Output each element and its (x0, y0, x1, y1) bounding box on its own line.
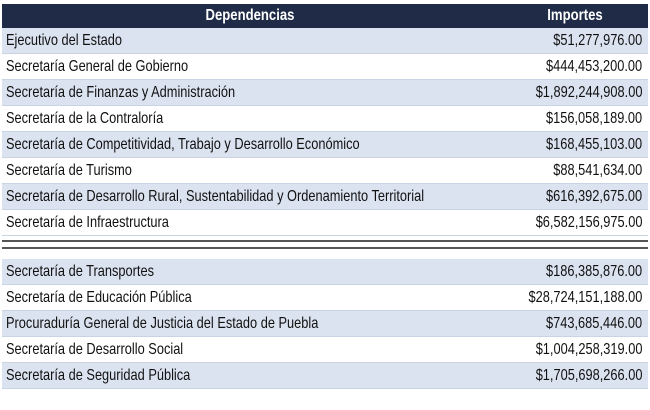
dependency-name: Secretaría de Educación Pública (6, 289, 192, 306)
amount: $616,392,675.00 (545, 188, 642, 205)
header-cell: Dependencias (205, 7, 295, 24)
table-row (2, 132, 648, 158)
table-row (2, 285, 648, 311)
dependency-name: Secretaría de Seguridad Pública (6, 367, 191, 384)
table-row (2, 54, 648, 80)
dependency-name: Secretaría de Infraestructura (6, 214, 169, 231)
amount: $186,385,876.00 (545, 263, 642, 280)
table-row (2, 210, 648, 236)
dependency-name: Secretaría General de Gobierno (6, 58, 189, 75)
dependency-name: Secretaría de Finanzas y Administración (6, 84, 236, 101)
header-bar (2, 4, 648, 28)
table-row (2, 28, 648, 54)
table-row (2, 311, 648, 337)
table-row (2, 259, 648, 285)
table-row (2, 80, 648, 106)
dependency-name: Procuraduría General de Justicia del Est… (6, 315, 319, 332)
amount: $28,724,151,188.00 (528, 289, 642, 306)
amount: $88,541,634.00 (553, 162, 642, 179)
amount: $156,058,189.00 (545, 110, 642, 127)
amount: $1,705,698,266.00 (535, 367, 642, 384)
dependency-name: Ejecutivo del Estado (6, 32, 122, 49)
table-row (2, 184, 648, 210)
amount: $51,277,976.00 (553, 32, 642, 49)
separator-line (2, 240, 648, 242)
amount: $6,582,156,975.00 (535, 214, 642, 231)
table-row (2, 363, 648, 389)
dependency-name: Secretaría de Turismo (6, 162, 132, 179)
separator-line (2, 247, 648, 249)
dependency-name: Secretaría de Desarrollo Social (6, 341, 184, 358)
amount: $743,685,446.00 (545, 315, 642, 332)
dependency-name: Secretaría de Transportes (6, 263, 154, 280)
amount: $168,455,103.00 (545, 136, 642, 153)
header-cell: Importes (547, 7, 603, 24)
amount: $1,892,244,908.00 (535, 84, 642, 101)
table-row (2, 158, 648, 184)
dependency-name: Secretaría de la Contraloría (6, 110, 164, 127)
table-row (2, 106, 648, 132)
amount: $1,004,258,319.00 (535, 341, 642, 358)
dependency-name: Secretaría de Competitividad, Trabajo y … (6, 136, 360, 153)
table-row (2, 337, 648, 363)
amount: $444,453,200.00 (545, 58, 642, 75)
dependency-name: Secretaría de Desarrollo Rural, Sustenta… (6, 188, 425, 205)
